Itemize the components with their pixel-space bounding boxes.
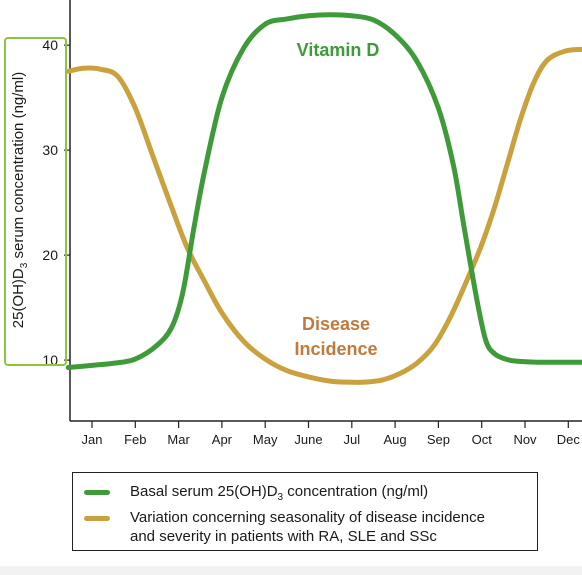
x-tick-label: Dec (557, 432, 581, 447)
series-line-vitamin-d (65, 12, 582, 370)
legend-label-disease-line-1: Variation concerning seasonality of dise… (130, 509, 485, 526)
y-tick-label: 30 (42, 142, 58, 158)
x-tick-label: Feb (124, 432, 146, 447)
y-axis-title-tail: serum concentration (ng/ml) (10, 71, 27, 263)
series-lines (65, 12, 582, 385)
x-tick-label: May (253, 432, 278, 447)
footer-strip (0, 566, 582, 575)
y-tick-label: 20 (42, 247, 58, 263)
legend-label-vitamin-d-tail: concentration (ng/ml) (283, 483, 429, 500)
legend-label-vitamin-d: Basal serum 25(OH)D3 concentration (ng/m… (130, 482, 531, 503)
series-label-disease: Disease Incidence (294, 314, 377, 359)
y-axis-title-frame (4, 37, 67, 366)
x-tick-label: Jul (343, 432, 360, 447)
series-label-line: Incidence (294, 339, 377, 359)
x-tick-label: Mar (167, 432, 190, 447)
x-tick-label: Sep (427, 432, 450, 447)
legend-label-disease: Variation concerning seasonality of dise… (130, 508, 531, 546)
x-tick-label: June (294, 432, 322, 447)
x-tick-label: Nov (513, 432, 537, 447)
series-line-disease (65, 46, 582, 385)
series-labels: Vitamin D Disease Incidence (294, 40, 379, 359)
series-label-vitamin-d: Vitamin D (297, 40, 380, 60)
legend-swatch-disease (84, 516, 110, 521)
x-tick-label: Oct (472, 432, 493, 447)
x-tick-label: Apr (212, 432, 233, 447)
legend-label-disease-line-2: and severity in patients with RA, SLE an… (130, 528, 437, 545)
legend-label-vitamin-d-main: Basal serum 25(OH)D (130, 483, 278, 500)
series-label-line: Disease (302, 314, 370, 334)
y-tick-label: 40 (42, 37, 58, 53)
y-axis-title-main: 25(OH)D (10, 268, 27, 329)
legend-label-vitamin-d-subscript: 3 (277, 492, 284, 503)
x-tick-label: Aug (384, 432, 407, 447)
legend: Basal serum 25(OH)D3 concentration (ng/m… (72, 472, 538, 551)
x-tick-label: Jan (82, 432, 103, 447)
legend-swatch-vitamin-d (84, 490, 110, 495)
y-axis-title-subscript: 3 (19, 262, 30, 269)
series-label-line: Vitamin D (297, 40, 380, 60)
